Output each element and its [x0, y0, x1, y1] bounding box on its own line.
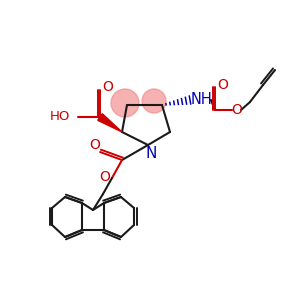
Text: O: O: [100, 170, 110, 184]
Text: O: O: [90, 138, 101, 152]
Text: O: O: [103, 80, 113, 94]
Text: O: O: [218, 78, 228, 92]
Text: NH: NH: [191, 92, 213, 107]
Polygon shape: [98, 114, 122, 132]
Text: N: N: [145, 146, 157, 160]
Circle shape: [111, 89, 139, 117]
Circle shape: [142, 89, 166, 113]
Text: O: O: [232, 103, 242, 117]
Text: HO: HO: [50, 110, 70, 124]
